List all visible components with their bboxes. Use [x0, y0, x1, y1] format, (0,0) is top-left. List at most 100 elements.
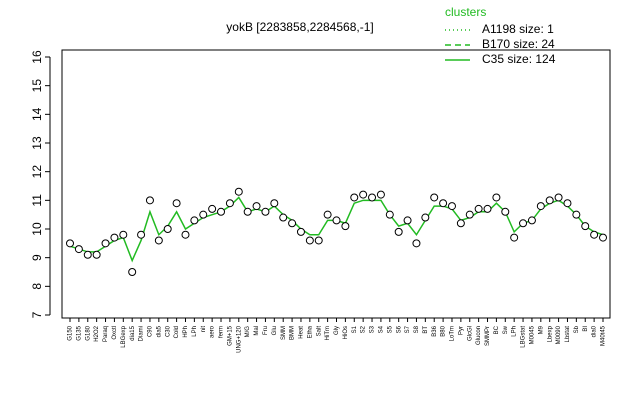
x-tick-label: dia15: [130, 325, 136, 340]
legend-label: C35 size: 124: [482, 52, 556, 66]
x-tick-label: Lbstat: [565, 326, 571, 343]
x-tick-label: BI: [583, 326, 589, 332]
x-tick-label: Glu: [272, 326, 278, 335]
x-tick-label: GlcGl: [467, 326, 473, 341]
data-point: [536, 202, 545, 211]
data-point: [190, 216, 199, 225]
x-tick-label: Oxctl: [112, 326, 118, 340]
chart-title: yokB [2283858,2284568,-1]: [226, 20, 373, 34]
x-tick-label: M0045: [530, 325, 536, 344]
data-point: [474, 204, 483, 213]
data-point: [332, 216, 341, 225]
y-tick-label: 11: [30, 194, 44, 207]
x-tick-label: dia5: [156, 325, 162, 337]
data-point: [296, 227, 305, 236]
x-tick-label: Pyr: [458, 326, 464, 335]
data-point: [465, 210, 474, 219]
x-tick-label: LoTm: [450, 326, 456, 341]
x-tick-label: H2O2: [94, 325, 100, 341]
x-tick-label: HPh: [183, 326, 189, 338]
data-point: [501, 207, 510, 216]
data-point: [101, 239, 110, 248]
y-tick-label: 12: [30, 165, 44, 179]
cluster-line: [69, 196, 604, 263]
x-tick-label: Gly: [334, 326, 340, 335]
x-tick-label: GM+15: [227, 325, 233, 346]
x-tick-label: G180: [85, 325, 91, 340]
x-tick-label: S1: [352, 325, 358, 333]
data-point: [341, 222, 350, 231]
data-point: [172, 199, 181, 208]
x-tick-label: B80: [441, 325, 447, 336]
x-tick-label: Paraq: [103, 326, 109, 342]
data-point: [119, 230, 128, 239]
data-point: [412, 239, 421, 248]
x-tick-label: S5: [387, 325, 393, 333]
data-point: [83, 250, 92, 259]
data-point: [217, 207, 226, 216]
x-tick-label: ferm: [219, 326, 225, 338]
y-tick-label: 16: [30, 50, 44, 64]
x-tick-label: S2: [361, 325, 367, 333]
x-tick-label: Lbexp: [547, 325, 553, 342]
legend-title: clusters: [445, 5, 486, 19]
x-tick-label: Fru: [263, 326, 269, 335]
x-tick-label: HiTm: [325, 326, 331, 340]
x-tick-label: B36: [432, 325, 438, 336]
data-point: [359, 190, 368, 199]
data-point: [323, 210, 332, 219]
data-point: [456, 219, 465, 228]
x-tick-label: LPh: [192, 326, 198, 337]
y-tick-label: 14: [30, 107, 44, 121]
data-point: [74, 245, 83, 254]
data-point: [554, 193, 563, 202]
data-point: [110, 233, 119, 242]
data-point: [199, 210, 208, 219]
data-point: [225, 199, 234, 208]
x-tick-label: BT: [423, 326, 429, 334]
data-point: [421, 213, 430, 222]
data-point: [314, 236, 323, 245]
x-tick-label: G135: [76, 325, 82, 340]
data-point: [590, 230, 599, 239]
x-tick-label: BC: [494, 325, 500, 334]
data-point: [447, 202, 456, 211]
data-point: [208, 204, 217, 213]
data-point: [545, 196, 554, 205]
data-point: [92, 250, 101, 259]
y-tick-label: 13: [30, 136, 44, 150]
x-tick-label: UNG+120: [236, 325, 242, 353]
x-tick-label: S3: [370, 325, 376, 333]
data-point: [234, 187, 243, 196]
x-tick-label: Sw: [503, 325, 509, 334]
data-point: [483, 204, 492, 213]
x-tick-label: C30: [165, 325, 171, 337]
x-tick-label: S7: [405, 325, 411, 333]
x-tick-label: nit: [201, 326, 207, 333]
x-tick-label: Sb: [574, 325, 580, 333]
y-tick-label: 15: [30, 79, 44, 93]
x-tick-label: SMM: [281, 326, 287, 340]
x-tick-label: SMMPr: [485, 326, 491, 346]
data-point: [243, 207, 252, 216]
x-tick-label: Salt: [316, 326, 322, 337]
data-point: [261, 207, 270, 216]
data-point: [527, 216, 536, 225]
x-tick-label: Heat: [299, 326, 305, 339]
y-tick-label: 8: [30, 283, 44, 290]
data-point: [581, 222, 590, 231]
data-point: [128, 268, 137, 276]
data-point: [385, 210, 394, 219]
data-point: [439, 199, 448, 208]
data-point: [305, 236, 314, 245]
data-point: [368, 193, 377, 202]
data-point: [145, 196, 154, 205]
data-point: [154, 236, 163, 245]
data-point: [66, 239, 74, 248]
x-tick-label: Cold: [174, 326, 180, 338]
legend-label: A1198 size: 1: [482, 22, 554, 36]
x-tick-label: M/G: [245, 326, 251, 338]
x-tick-label: S6: [396, 325, 402, 333]
data-point: [279, 213, 288, 222]
data-point: [252, 202, 261, 211]
